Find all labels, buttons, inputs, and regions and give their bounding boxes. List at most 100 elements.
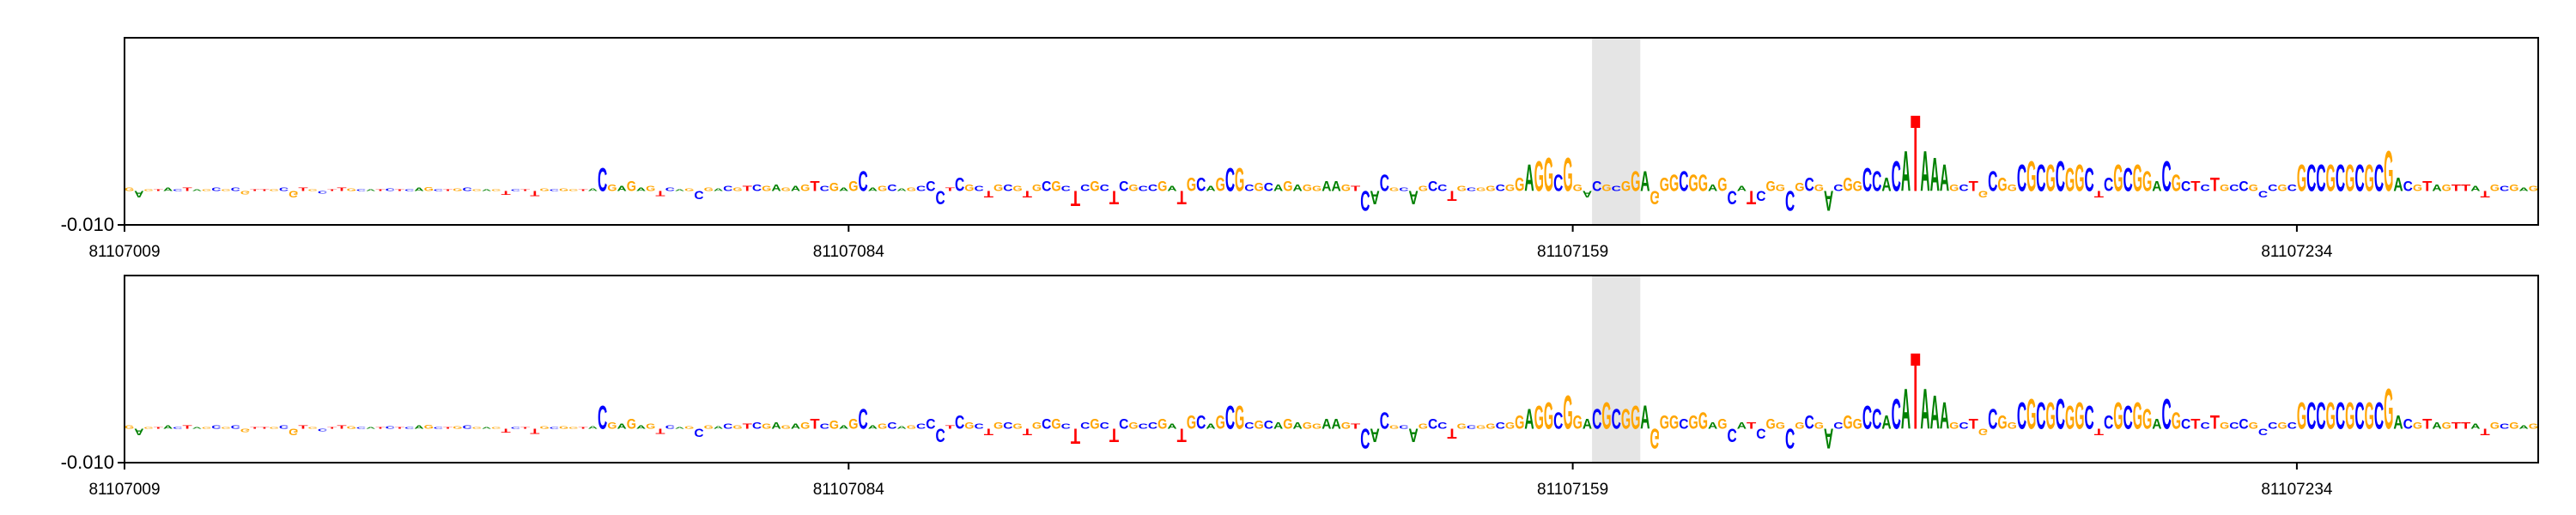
x-tick-label: 81107234: [2261, 243, 2333, 261]
logo-letter: G: [2046, 395, 2056, 437]
logo-letter: G: [1303, 421, 1312, 431]
logo-letter: G: [1544, 149, 1553, 202]
logo-letter: T: [1351, 185, 1360, 193]
x-tick-label: 81107009: [88, 243, 160, 261]
logo-letter: C: [1264, 180, 1273, 193]
logo-letter: C: [2200, 183, 2209, 193]
logo-letter: G: [1157, 416, 1167, 433]
logo-letter: C: [1862, 399, 1872, 436]
logo-letter: G: [2365, 157, 2374, 199]
logo-letter: G: [1650, 186, 1660, 208]
logo-letter: C: [1437, 183, 1447, 193]
logo-letter: G: [568, 427, 578, 429]
logo-letter: G: [1012, 185, 1023, 193]
logo-letter: G: [781, 186, 791, 191]
logo-letter: G: [829, 180, 839, 193]
logo-letter: C: [1833, 421, 1843, 431]
logo-letter: G: [221, 189, 230, 191]
logo-letter: G: [1505, 183, 1515, 193]
logo-letter: G: [1978, 188, 1988, 198]
logo-letter: C: [1804, 411, 1814, 433]
logo-letter: T: [2451, 421, 2462, 431]
logo-letter: C: [2258, 188, 2268, 198]
x-tick-label: 81107159: [1537, 481, 1608, 499]
logo-letter: C: [2017, 157, 2026, 199]
logo-letter: C: [1679, 167, 1688, 197]
logo-letter: G: [1476, 424, 1485, 429]
logo-letter: C: [1592, 404, 1601, 435]
logo-letter: C: [1360, 421, 1370, 452]
logo-letter: C: [598, 161, 607, 198]
logo-letter: A: [1708, 183, 1717, 193]
logo-letter: T: [154, 189, 163, 191]
logo-letter: G: [2277, 421, 2287, 431]
logo-letter: C: [173, 427, 182, 429]
logo-letter: T: [250, 189, 259, 191]
logo-letter: C: [820, 185, 829, 193]
logo-letter: C: [916, 423, 926, 431]
logo-letter: C: [1612, 185, 1621, 193]
logo-letter: G: [993, 421, 1003, 431]
logo-letter: C: [752, 421, 762, 431]
logo-letter: C: [665, 424, 676, 429]
logo-letter: C: [318, 190, 327, 194]
logo-letter: A: [1293, 421, 1303, 431]
logo-letter: T: [945, 424, 956, 429]
logo-letter: T: [1023, 426, 1033, 436]
logo-letter: T: [2190, 416, 2201, 433]
logo-letter: A: [1901, 141, 1911, 204]
logo-letter: C: [1892, 390, 1901, 439]
logo-letter: G: [2277, 183, 2287, 193]
logo-letter: G: [1698, 171, 1708, 197]
logo-letter: A: [1273, 183, 1283, 193]
logo-letter: C: [1100, 183, 1109, 193]
logo-letter: C: [1119, 416, 1128, 433]
logo-letter: C: [926, 179, 935, 195]
logo-letter: A: [868, 424, 878, 429]
logo-letter: C: [211, 424, 222, 429]
logo-letter: A: [1583, 188, 1592, 198]
logo-letter: G: [143, 427, 153, 429]
logo-letter: A: [2393, 411, 2403, 433]
logo-letter: A: [1940, 157, 1949, 199]
logo-letter: C: [694, 188, 703, 201]
logo-letter: G: [2490, 183, 2500, 193]
logo-letter: G: [1515, 411, 1524, 433]
logo-letter: G: [848, 179, 858, 195]
logo-letter: G: [907, 424, 916, 429]
logo-letter: T: [655, 427, 665, 434]
logo-letter: A: [1321, 179, 1331, 195]
logo-letter: A: [2393, 173, 2403, 195]
logo-letter: T: [2461, 421, 2471, 431]
logo-letter: G: [125, 186, 134, 191]
logo-letter: G: [2142, 404, 2152, 435]
logo-letter: A: [1824, 184, 1833, 215]
logo-letter: C: [2123, 399, 2133, 436]
logo-letter: C: [2268, 183, 2277, 193]
logo-letter: G: [1515, 173, 1524, 195]
logo-letter: G: [1573, 411, 1583, 433]
logo-letter: C: [1728, 186, 1738, 208]
logo-letter: G: [1312, 185, 1322, 193]
logo-letter: G: [964, 183, 974, 193]
logo-letter: C: [1042, 416, 1051, 433]
logo-letter: A: [839, 424, 849, 429]
logo-letter: T: [443, 427, 453, 429]
logo-letter: C: [2104, 411, 2114, 433]
logo-letter: C: [1360, 184, 1370, 215]
logo-letter: C: [1380, 409, 1389, 434]
logo-letter: C: [1061, 185, 1071, 193]
logo-letter: T: [1071, 423, 1080, 446]
logo-letter: C: [1244, 421, 1254, 431]
logo-letter: T: [2481, 188, 2491, 198]
logo-letter: C: [2229, 183, 2239, 193]
logo-letter: A: [1824, 421, 1833, 452]
y-tick-label: -0.010: [61, 214, 114, 235]
logo-letter: G: [1563, 387, 1572, 439]
logo-letter: C: [2056, 390, 2065, 439]
logo-letter: G: [2172, 409, 2181, 434]
logo-letter: C: [1080, 421, 1090, 431]
logo-letter: C: [550, 189, 559, 191]
logo-letter: G: [1765, 416, 1775, 433]
logo-letter: C: [1756, 425, 1765, 441]
